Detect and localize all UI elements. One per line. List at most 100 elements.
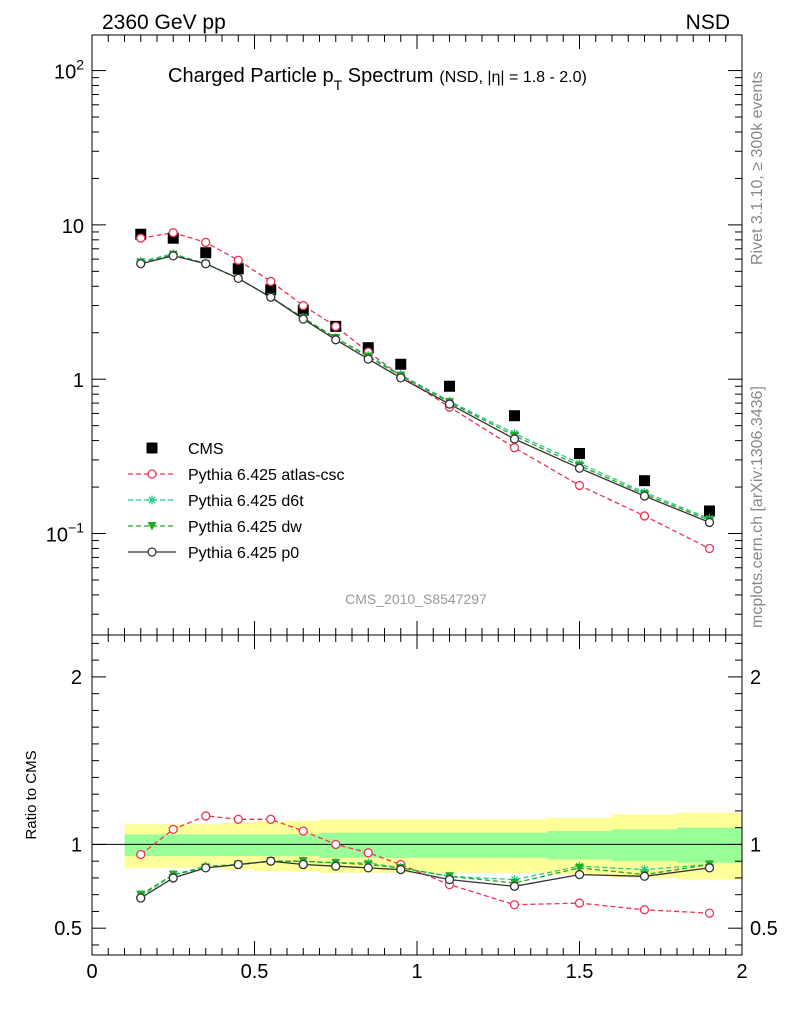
data-point <box>265 284 277 296</box>
main-y-axis: 10−1 1 10 102 <box>46 57 742 615</box>
ratio-point <box>704 863 715 873</box>
ratio-point <box>168 824 178 834</box>
analysis-watermark: CMS_2010_S8547297 <box>345 591 487 607</box>
ratio-point <box>639 905 650 915</box>
ratio-point <box>574 869 585 880</box>
data-point <box>201 237 211 248</box>
ratio-line-0 <box>140 815 710 914</box>
ratio-point <box>201 811 211 821</box>
x-tick-label: 0 <box>86 961 97 983</box>
main-panel: 10−1 1 10 102 <box>46 34 743 636</box>
ratio-plot-area <box>136 811 715 918</box>
series-line-4 <box>140 255 710 524</box>
y-tick-label: 10 <box>62 216 84 238</box>
ratio-y-tick-label-right: 0.5 <box>750 918 778 940</box>
data-point <box>509 410 520 422</box>
series-line-1 <box>140 232 710 550</box>
ratio-y-tick-label: 2 <box>71 667 82 689</box>
ratio-point <box>396 864 406 875</box>
series-markers-1 <box>136 228 715 554</box>
ratio-point <box>363 863 373 873</box>
ratio-point <box>298 859 308 870</box>
legend-marker <box>147 469 157 479</box>
y-tick-label: 102 <box>54 57 84 84</box>
data-point <box>201 259 211 269</box>
data-point <box>136 259 146 269</box>
rivet-label: Rivet 3.1.10, ≥ 300k events <box>749 71 766 265</box>
ratio-point <box>136 849 146 860</box>
inner-band-bin <box>417 832 483 858</box>
legend-entry: Pythia 6.425 dw <box>128 519 302 536</box>
y-tick-label: 1 <box>73 370 84 392</box>
data-point <box>232 263 244 275</box>
ratio-markers-3 <box>136 856 715 903</box>
ratio-line-3 <box>140 860 710 899</box>
inner-band-bin <box>547 831 613 860</box>
data-point <box>331 321 341 332</box>
ratio-y-tick-label: 1 <box>71 834 82 856</box>
mcplots-label: mcplots.cern.ch [arXiv:1306.3436] <box>749 386 766 628</box>
inner-band-bin <box>677 827 743 863</box>
x-tick-label: 2 <box>736 961 747 983</box>
ratio-point <box>266 814 276 824</box>
ratio-point <box>574 898 585 908</box>
data-point <box>168 251 178 261</box>
main-plot-area <box>135 228 715 554</box>
data-point <box>704 517 715 528</box>
ratio-point <box>331 839 341 850</box>
inner-band-bin <box>157 834 190 857</box>
ratio-y-tick-label: 0.5 <box>54 918 82 940</box>
ratio-point <box>136 893 146 903</box>
data-point <box>363 354 373 364</box>
data-point <box>331 335 341 345</box>
ratio-point <box>298 826 308 836</box>
x-tick-label: 0.5 <box>241 961 269 983</box>
inner-band-bin <box>482 832 548 858</box>
data-point <box>266 276 276 287</box>
legend-entry: CMS <box>146 441 224 458</box>
legend-label: Pythia 6.425 p0 <box>188 545 299 562</box>
legend: CMS Pythia 6.425 atlas-csc Pythia 6.425 d6… <box>128 441 345 562</box>
data-point <box>167 232 179 244</box>
data-point <box>574 480 585 491</box>
legend-label: Pythia 6.425 d6t <box>188 493 304 510</box>
ratio-y-label: Ratio to CMS <box>23 750 40 839</box>
data-point <box>200 247 212 259</box>
ratio-y-tick-label-right: 1 <box>750 834 761 856</box>
legend-marker <box>146 442 158 454</box>
inner-band-bin <box>189 834 223 857</box>
legend-label: Pythia 6.425 atlas-csc <box>188 467 345 484</box>
data-point <box>704 543 715 554</box>
ratio-point <box>704 908 715 918</box>
x-tick-label: 1 <box>411 961 422 983</box>
legend-label: CMS <box>188 441 224 458</box>
legend-entry: Pythia 6.425 p0 <box>128 545 299 562</box>
legend-entry: Pythia 6.425 d6t <box>128 493 304 510</box>
legend-label: Pythia 6.425 dw <box>188 519 302 536</box>
data-point <box>233 273 243 284</box>
data-point <box>639 511 650 521</box>
main-x-axis <box>91 35 743 635</box>
data-point <box>704 505 715 517</box>
legend-marker-stroke <box>148 496 156 504</box>
ratio-point <box>266 856 276 866</box>
header-right: NSD <box>686 11 730 34</box>
data-point <box>574 448 585 460</box>
x-tick-label: 1.5 <box>566 961 594 983</box>
ratio-point <box>639 871 650 881</box>
chart-title: Charged Particle pT Spectrum (NSD, |η| = … <box>168 65 587 93</box>
series-markers-4 <box>136 251 715 528</box>
ratio-point <box>233 814 243 824</box>
data-point <box>509 443 520 453</box>
data-point <box>396 373 406 383</box>
inner-band-bin <box>254 834 288 857</box>
data-point <box>444 399 455 409</box>
ratio-point <box>201 863 211 873</box>
ratio-point <box>363 848 373 858</box>
header-left: 2360 GeV pp <box>102 11 226 34</box>
ratio-point <box>168 873 178 883</box>
data-point <box>298 300 308 311</box>
data-point <box>136 233 146 243</box>
data-point <box>574 463 585 473</box>
